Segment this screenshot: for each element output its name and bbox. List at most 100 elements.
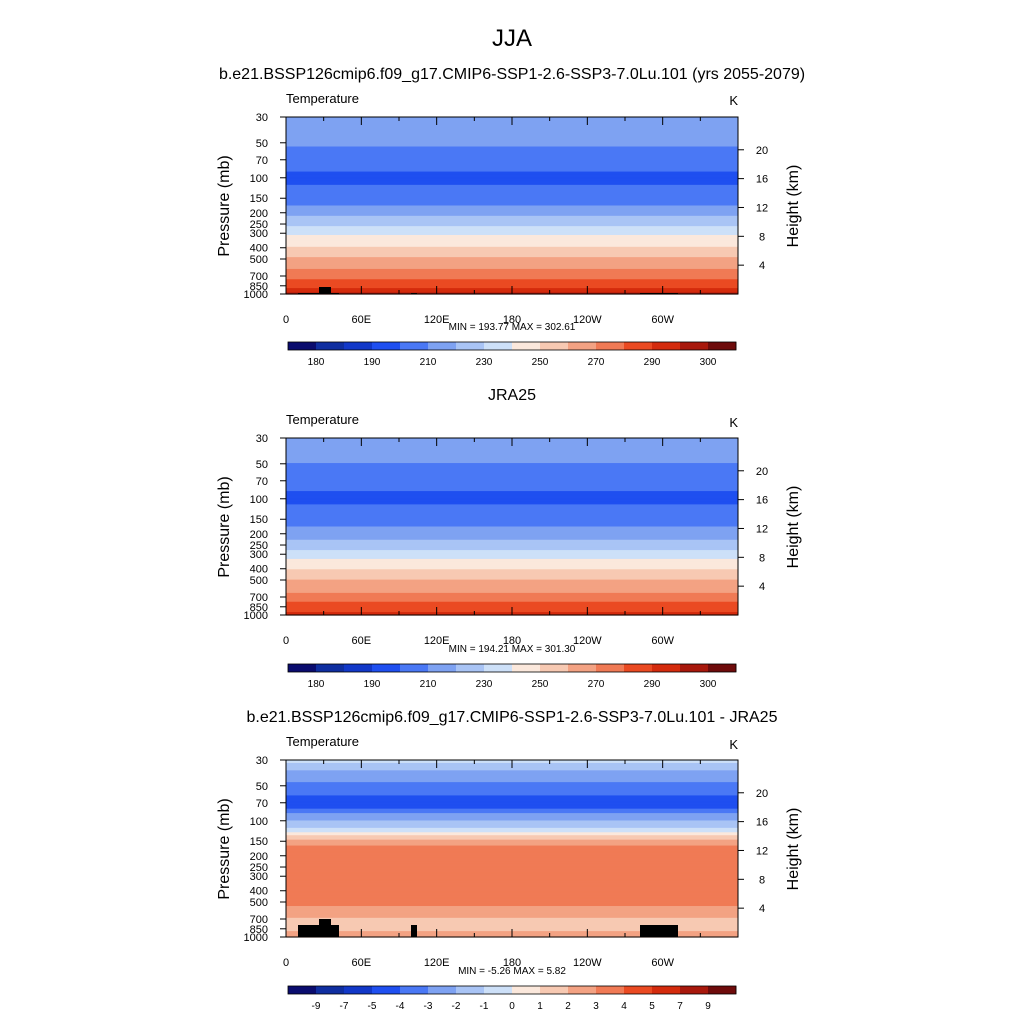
field-band [286, 274, 738, 277]
field-band [286, 878, 738, 881]
field-band [286, 140, 738, 143]
field-band [286, 536, 738, 539]
pressure-tick-label: 250 [250, 219, 268, 231]
field-band [286, 826, 738, 829]
field-band [286, 801, 738, 804]
field-band [286, 488, 738, 491]
field-band [286, 239, 738, 242]
field-band [286, 204, 738, 207]
x-tick-label: 180 [503, 635, 521, 647]
panel-1-variable: Temperature [286, 91, 359, 106]
colorbar-swatch [568, 664, 597, 672]
field-band [286, 808, 738, 811]
field-band [286, 127, 738, 130]
field-band [286, 183, 738, 186]
field-band [286, 173, 738, 176]
field-band [286, 131, 738, 134]
field-band [286, 816, 738, 819]
field-band [286, 516, 738, 519]
field-band [286, 170, 738, 173]
field-band [286, 581, 738, 584]
field-band [286, 180, 738, 183]
field-band [286, 586, 738, 590]
field-band [286, 463, 738, 466]
field-band [286, 492, 738, 495]
colorbar-swatch [540, 664, 569, 672]
field-band [286, 212, 738, 215]
field-band [286, 860, 738, 863]
panel-2-variable: Temperature [286, 412, 359, 427]
field-band [286, 464, 738, 467]
colorbar-swatch [344, 664, 373, 672]
field-band [286, 830, 738, 833]
field-band [286, 268, 738, 271]
colorbar-label: 7 [677, 1001, 683, 1012]
field-band [286, 557, 738, 560]
field-band [286, 171, 738, 174]
field-band [286, 796, 738, 799]
colorbar-swatch [456, 986, 485, 994]
colorbar-label: 180 [308, 357, 325, 368]
field-band [286, 545, 738, 548]
colorbar-label: 270 [588, 357, 605, 368]
height-tick-label: 20 [756, 466, 768, 478]
field-band [286, 195, 738, 198]
field-band [286, 594, 738, 597]
field-band [286, 770, 738, 773]
topography-block [640, 925, 678, 937]
panel-3-ylabel: Pressure (mb) [216, 798, 233, 899]
field-band [286, 804, 738, 807]
panel-3-topography [298, 919, 678, 937]
field-band [286, 252, 738, 255]
field-band [286, 858, 738, 861]
field-band [286, 600, 738, 603]
colorbar-label: 230 [476, 679, 493, 690]
field-band [286, 513, 738, 516]
field-band [286, 260, 738, 263]
field-band [286, 229, 738, 232]
field-band [286, 888, 738, 891]
colorbar-label: -2 [452, 1001, 461, 1012]
field-band [286, 824, 738, 827]
field-band [286, 919, 738, 922]
colorbar-frame [287, 341, 737, 351]
field-band [286, 908, 738, 912]
field-band [286, 458, 738, 461]
colorbar-swatch [652, 664, 681, 672]
x-tick-label: 60W [651, 314, 674, 326]
field-band [286, 907, 738, 910]
field-band [286, 451, 738, 454]
field-band [286, 857, 738, 860]
panel-1-colorbar: 180 190 210 230 250 270 290 300 [287, 341, 737, 368]
field-band [286, 158, 738, 161]
field-band [286, 916, 738, 919]
pressure-tick-label: 100 [250, 816, 268, 828]
field-band [286, 827, 738, 830]
field-band [286, 497, 738, 500]
field-band [286, 202, 738, 205]
field-band [286, 582, 738, 585]
colorbar-frame [287, 663, 737, 673]
field-band [286, 875, 738, 878]
colorbar-swatch [484, 342, 513, 350]
field-band [286, 282, 738, 285]
field-band [286, 146, 738, 149]
panel-2-colorbar: 180 190 210 230 250 270 290 300 [287, 663, 737, 690]
field-band [286, 551, 738, 554]
field-band [286, 883, 738, 886]
height-tick-label: 12 [756, 202, 768, 214]
field-band [286, 891, 738, 894]
field-band [286, 445, 738, 448]
figure-title: JJA [492, 25, 532, 52]
pressure-tick-label: 200 [250, 851, 268, 863]
colorbar-swatch [484, 986, 513, 994]
colorbar-label: 2 [565, 1001, 571, 1012]
colorbar-swatch [372, 986, 401, 994]
colorbar-swatch [708, 342, 737, 350]
pressure-tick-label: 300 [250, 549, 268, 561]
pressure-tick-label: 400 [250, 564, 268, 576]
field-band [286, 910, 738, 913]
field-band [286, 589, 738, 592]
field-band [286, 457, 738, 460]
field-band [286, 785, 738, 788]
